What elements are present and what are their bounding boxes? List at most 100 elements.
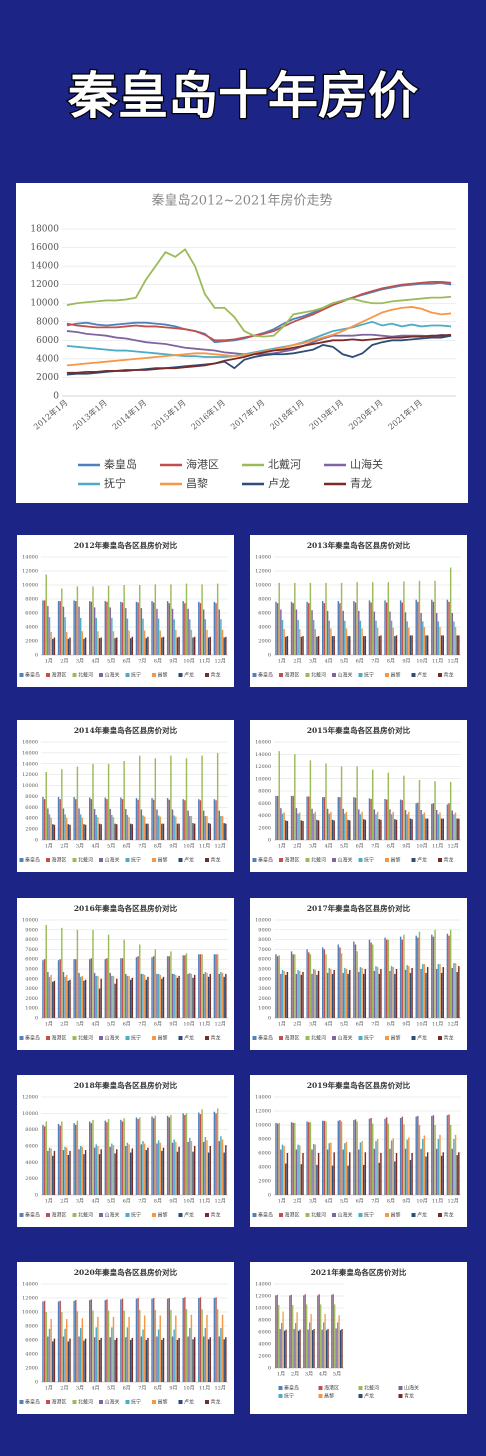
bar <box>69 824 71 840</box>
bar <box>42 1301 44 1382</box>
legend-swatch <box>125 858 130 862</box>
bar <box>278 1305 280 1368</box>
bar <box>140 1144 143 1195</box>
bar <box>295 609 298 655</box>
y-tick-label: 4000 <box>25 1160 38 1166</box>
y-tick-label: 6000 <box>25 611 38 617</box>
legend-swatch <box>305 673 310 677</box>
y-tick-label: 8000 <box>258 1318 271 1324</box>
legend-swatch <box>46 1400 50 1404</box>
bar <box>453 814 455 840</box>
bar <box>385 602 388 655</box>
bar <box>345 811 348 840</box>
legend-swatch <box>305 1213 310 1217</box>
bar <box>295 973 298 1018</box>
legend-swatch <box>178 858 183 862</box>
bar <box>278 582 280 655</box>
bar <box>406 814 408 840</box>
y-tick-label: 16000 <box>22 750 38 756</box>
legend-swatch <box>438 673 442 677</box>
bar <box>66 631 68 655</box>
bar <box>137 956 139 1018</box>
bar <box>62 808 65 840</box>
bar <box>370 1118 372 1195</box>
bar <box>344 1143 346 1195</box>
x-tick-label: 2月 <box>293 844 301 850</box>
bar <box>280 973 282 1018</box>
bar <box>285 636 287 655</box>
bar <box>42 1124 44 1195</box>
x-tick-label: 5月 <box>107 844 115 850</box>
bar <box>394 636 396 655</box>
legend-swatch <box>332 1213 336 1217</box>
bar <box>166 1298 169 1382</box>
bar <box>48 814 51 840</box>
bar <box>114 1340 116 1382</box>
bar <box>95 1144 97 1195</box>
y-tick-label: 0 <box>35 1380 38 1386</box>
bar <box>176 823 179 840</box>
legend-label: 青龙 <box>350 477 372 490</box>
legend-label: 青龙 <box>444 1212 454 1219</box>
bar <box>59 1125 61 1195</box>
x-tick-label: 6月 <box>356 1199 364 1205</box>
x-tick-label: 1月 <box>45 659 53 665</box>
bar <box>73 796 75 840</box>
x-tick-label: 4月 <box>319 1372 327 1378</box>
bar <box>120 1299 122 1382</box>
bar <box>221 629 224 655</box>
bar <box>62 606 65 655</box>
x-tick-label: 7月 <box>371 1199 379 1205</box>
bar <box>90 601 93 655</box>
legend-swatch <box>279 1036 283 1040</box>
bar <box>97 1146 99 1195</box>
bar <box>120 1119 122 1195</box>
bar <box>390 814 393 840</box>
bar <box>337 1120 340 1195</box>
bar <box>316 974 318 1018</box>
bar <box>300 1164 303 1195</box>
chart-title: 2015年秦皇岛各区县房价对比 <box>307 725 411 735</box>
bar <box>107 585 110 655</box>
bar <box>403 775 405 840</box>
legend-swatch <box>152 673 156 677</box>
x-tick-label: 11月 <box>432 1199 443 1205</box>
y-tick-label: 18000 <box>30 225 59 235</box>
bar <box>422 1139 424 1195</box>
bar <box>275 601 277 655</box>
x-tick-label: 2月 <box>60 1386 68 1392</box>
chart-panel: 2015年秦皇岛各区县房价对比 0 2000 4000 6000 8000 10000 120… <box>250 720 467 872</box>
bar <box>106 601 108 655</box>
bar <box>170 584 172 655</box>
y-tick-label: 10000 <box>255 776 271 782</box>
bar <box>98 988 101 1018</box>
bar <box>325 1330 328 1368</box>
bar <box>81 1318 84 1382</box>
x-tick-label: 3月 <box>76 659 84 665</box>
bar <box>157 1329 160 1382</box>
bar <box>168 1298 170 1382</box>
x-tick-label: 12月 <box>215 1199 226 1205</box>
bar <box>404 809 407 840</box>
bar <box>448 935 450 1018</box>
y-tick-label: 16000 <box>255 740 271 746</box>
bar <box>42 796 44 840</box>
legend-swatch <box>178 1036 183 1040</box>
bar <box>182 601 184 655</box>
bar <box>368 798 371 840</box>
bar <box>418 931 421 1018</box>
bar <box>156 608 158 655</box>
y-tick-label: 10000 <box>30 299 59 309</box>
bar <box>123 1118 125 1195</box>
bar <box>309 582 312 655</box>
bar <box>128 975 130 1018</box>
bar <box>311 973 313 1018</box>
bar <box>52 638 54 655</box>
bar <box>449 781 452 840</box>
bar <box>297 1144 299 1195</box>
bar <box>131 1337 134 1382</box>
bar <box>93 1337 96 1382</box>
legend-label: 秦皇岛 <box>258 1035 273 1042</box>
bar <box>139 1117 141 1195</box>
bar <box>361 968 363 1018</box>
